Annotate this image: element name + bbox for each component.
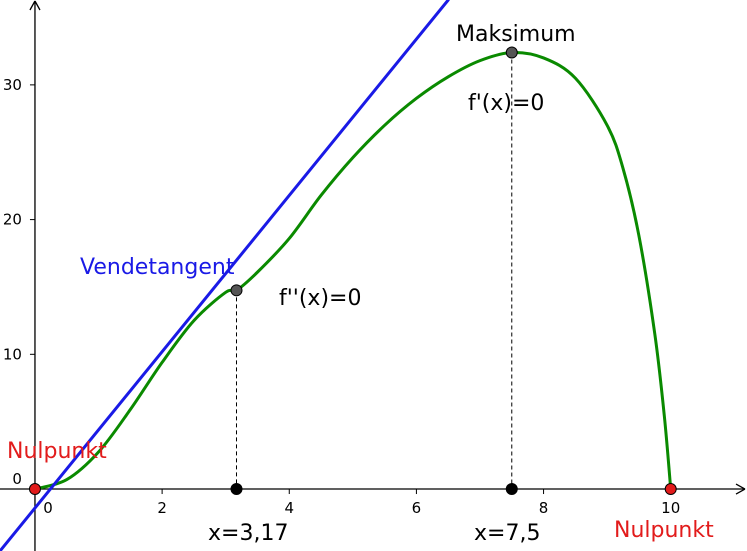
inflection-tangent-line (0, 0, 450, 551)
x-tick-label: 2 (157, 499, 167, 517)
series-lines (0, 0, 673, 551)
foot-3-17 (230, 483, 243, 496)
y-tick-label: 10 (3, 345, 22, 363)
inflection-point (230, 284, 243, 297)
y-tick-label: 30 (3, 76, 22, 94)
f-prime-label: f'(x)=0 (468, 91, 544, 116)
y-tick-label: 0 (12, 470, 22, 488)
x-inflection-label: x=3,17 (208, 521, 288, 546)
x-maximum-label: x=7,5 (474, 521, 540, 546)
foot-7-5 (505, 483, 518, 496)
nulpunkt-left-label: Nulpunkt (7, 439, 107, 464)
nulpunkt-10 (664, 483, 677, 496)
y-axis-arrow (29, 0, 41, 11)
f-double-prime-label: f''(x)=0 (279, 286, 361, 311)
annotations: Maksimum f'(x)=0 Vendetangent f''(x)=0 N… (7, 22, 714, 546)
x-tick-label: 8 (539, 499, 549, 517)
x-axis-arrow (735, 483, 746, 495)
maximum-point (505, 46, 518, 59)
tick-labels: 0 2 4 6 8 10 0 10 20 30 (3, 76, 680, 517)
nulpunkt-right-label: Nulpunkt (614, 518, 714, 543)
guide-lines (235, 52, 513, 490)
y-tick-label: 20 (3, 211, 22, 229)
nulpunkt-origin (28, 483, 41, 496)
x-tick-label: 6 (412, 499, 422, 517)
function-curve (33, 50, 673, 491)
vendetangent-label: Vendetangent (80, 255, 235, 280)
x-tick-label: 4 (284, 499, 294, 517)
x-tick-label: 10 (661, 499, 680, 517)
marked-points (28, 46, 677, 496)
maksimum-label: Maksimum (456, 22, 576, 47)
x-tick-label: 0 (43, 499, 53, 517)
